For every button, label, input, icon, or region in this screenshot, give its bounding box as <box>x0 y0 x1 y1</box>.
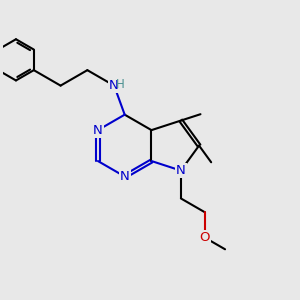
Text: N: N <box>109 79 119 92</box>
Text: H: H <box>116 78 125 91</box>
Text: N: N <box>176 164 186 177</box>
Text: N: N <box>120 170 130 183</box>
Text: N: N <box>93 124 103 136</box>
Text: O: O <box>200 231 210 244</box>
